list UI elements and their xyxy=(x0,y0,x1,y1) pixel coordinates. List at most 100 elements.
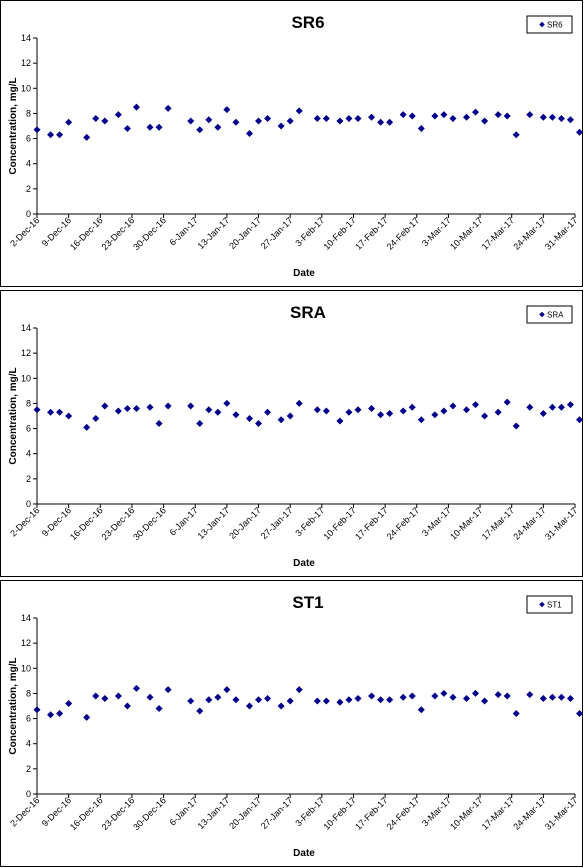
x-tick-label: 6-Jan-17 xyxy=(167,505,199,537)
x-tick-label: 2-Dec-16 xyxy=(8,215,41,248)
data-point xyxy=(354,694,362,702)
x-tick-label: 6-Jan-17 xyxy=(167,215,199,247)
x-tick-label: 2-Dec-16 xyxy=(8,795,41,828)
data-point xyxy=(114,111,122,119)
x-tick-label: 16-Dec-16 xyxy=(68,215,105,252)
legend-label: SR6 xyxy=(547,21,563,30)
data-point xyxy=(146,123,154,131)
data-point xyxy=(440,689,448,697)
y-tick-label: 6 xyxy=(26,424,31,434)
y-tick-label: 0 xyxy=(26,209,31,219)
data-point xyxy=(313,114,321,122)
data-point xyxy=(322,407,330,415)
data-point xyxy=(114,692,122,700)
data-point xyxy=(557,403,565,411)
x-tick-label: 6-Jan-17 xyxy=(167,795,199,827)
x-tick-label: 10-Feb-17 xyxy=(321,505,357,541)
data-point xyxy=(264,114,272,122)
legend-box xyxy=(526,595,573,614)
data-point xyxy=(33,706,41,714)
data-point xyxy=(155,420,163,428)
data-point xyxy=(431,692,439,700)
legend-box xyxy=(526,305,573,324)
data-point xyxy=(164,686,172,694)
y-tick-label: 12 xyxy=(21,638,31,648)
x-tick-label: 13-Jan-17 xyxy=(196,505,232,541)
data-point xyxy=(255,420,263,428)
x-tick-label: 31-Mar-17 xyxy=(543,215,579,251)
x-tick-label: 27-Jan-17 xyxy=(259,795,295,831)
data-point xyxy=(132,103,140,111)
chart-svg: ST1024681012142-Dec-169-Dec-1616-Dec-162… xyxy=(8,593,584,859)
y-axis-label: Concentration, mg/L xyxy=(8,657,19,754)
data-point xyxy=(164,104,172,112)
y-axis-label: Concentration, mg/L xyxy=(8,367,19,464)
chart-panel-sr6: SR6 0 2 4 6 8 10 12 14 2-Dec-16 9-Dec-16 16-Dec-16 2… xyxy=(0,0,584,287)
data-point xyxy=(512,422,520,430)
data-point xyxy=(33,126,41,134)
data-point xyxy=(123,404,131,412)
data-point xyxy=(417,125,425,133)
data-point xyxy=(386,409,394,417)
data-point xyxy=(481,697,489,705)
data-point xyxy=(449,402,457,410)
data-point xyxy=(494,408,502,416)
data-point xyxy=(431,112,439,120)
data-point xyxy=(503,398,511,406)
data-point xyxy=(196,707,204,715)
x-tick-label: 3-Feb-17 xyxy=(293,505,326,538)
data-point xyxy=(345,114,353,122)
y-tick-label: 14 xyxy=(21,323,31,333)
data-point xyxy=(286,697,294,705)
x-tick-label: 24-Feb-17 xyxy=(385,795,421,831)
data-point xyxy=(313,697,321,705)
data-point xyxy=(155,123,163,131)
data-point xyxy=(462,406,470,414)
data-point xyxy=(336,698,344,706)
data-point xyxy=(557,693,565,701)
data-point xyxy=(277,122,285,130)
data-point xyxy=(92,415,100,423)
data-point xyxy=(295,107,303,115)
x-tick-label: 3-Mar-17 xyxy=(420,505,453,538)
data-point xyxy=(245,702,253,710)
data-point xyxy=(408,403,416,411)
data-point xyxy=(494,111,502,119)
data-point xyxy=(33,406,41,414)
data-point xyxy=(368,692,376,700)
data-point xyxy=(431,411,439,419)
legend-box xyxy=(526,15,573,34)
data-point xyxy=(205,116,213,124)
data-point xyxy=(557,114,565,122)
x-tick-label: 17-Mar-17 xyxy=(480,795,516,831)
data-point xyxy=(255,117,263,125)
data-point xyxy=(368,404,376,412)
y-tick-label: 8 xyxy=(26,398,31,408)
x-tick-label: 24-Feb-17 xyxy=(385,505,421,541)
x-tick-label: 30-Dec-16 xyxy=(131,795,168,832)
data-point xyxy=(214,408,222,416)
data-point xyxy=(313,406,321,414)
x-tick-label: 30-Dec-16 xyxy=(131,215,168,252)
data-point xyxy=(399,693,407,701)
data-point xyxy=(576,128,584,136)
data-point xyxy=(223,399,231,407)
data-point xyxy=(264,408,272,416)
legend: ST1 xyxy=(526,595,573,614)
chart-title: SRA xyxy=(290,303,326,322)
y-tick-label: 14 xyxy=(21,33,31,43)
x-tick-label: 20-Jan-17 xyxy=(227,215,263,251)
x-tick-label: 31-Mar-17 xyxy=(543,795,579,831)
data-point xyxy=(548,113,556,121)
data-point xyxy=(322,114,330,122)
data-point xyxy=(83,713,91,721)
data-point xyxy=(336,417,344,425)
data-point xyxy=(101,117,109,125)
data-point xyxy=(187,697,195,705)
data-point xyxy=(196,126,204,134)
data-point xyxy=(566,116,574,124)
y-tick-label: 10 xyxy=(21,83,31,93)
legend-label: ST1 xyxy=(547,601,562,610)
data-point xyxy=(196,420,204,428)
y-tick-label: 6 xyxy=(26,134,31,144)
